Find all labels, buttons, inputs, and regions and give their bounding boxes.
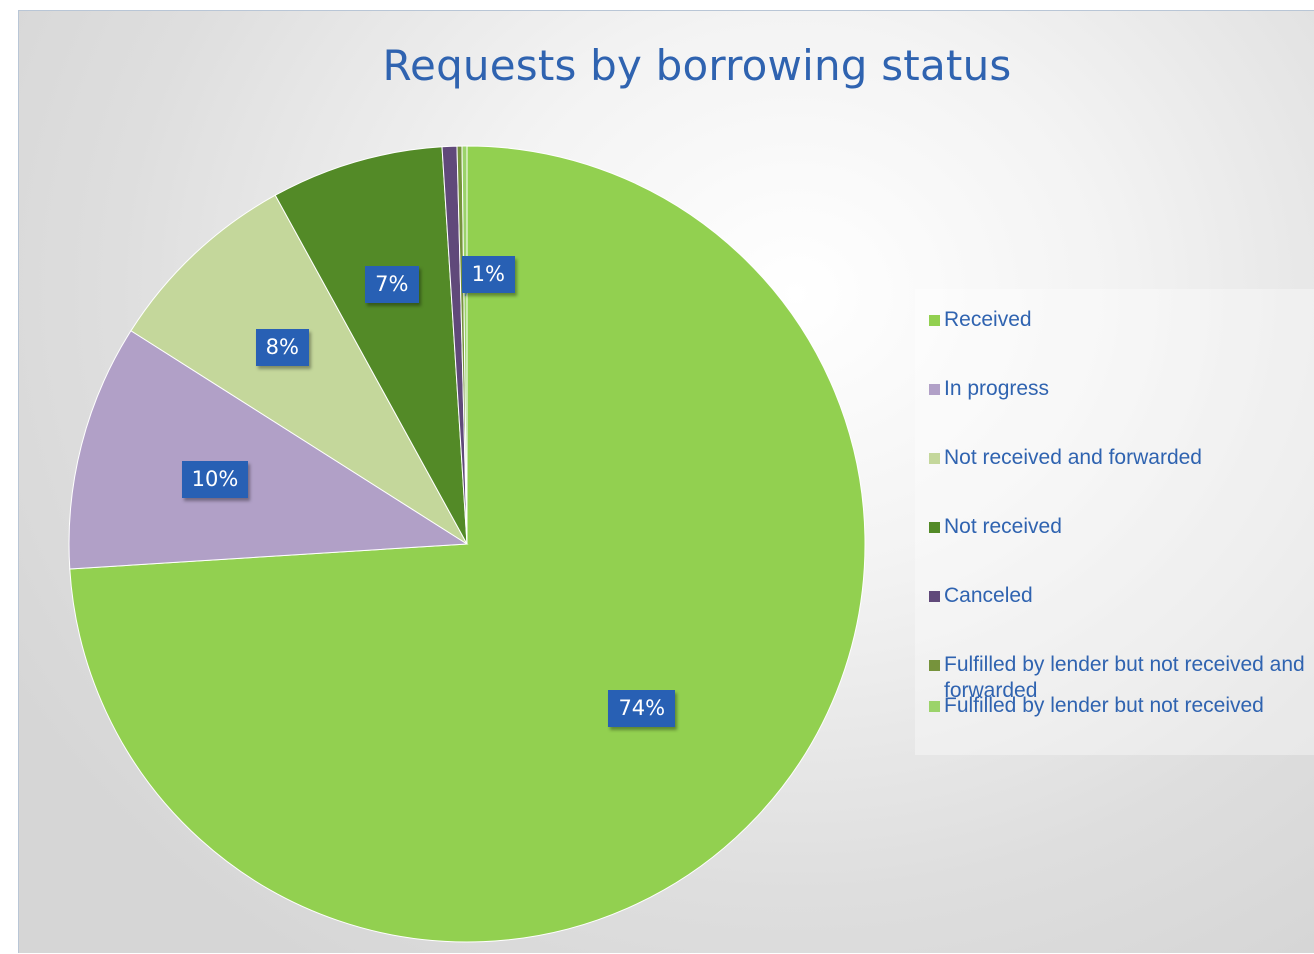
data-label-not-received-and-forwarded: 8% xyxy=(255,328,309,366)
legend-swatch xyxy=(929,522,940,533)
legend-label: Fulfilled by lender but not received and… xyxy=(944,653,1305,702)
legend-swatch xyxy=(929,701,940,712)
legend-item-fulfilled-not-received: Fulfilled by lender but not received xyxy=(929,693,1314,719)
pie-slice-in-progress xyxy=(68,330,469,570)
data-label-in-progress: 10% xyxy=(181,460,249,498)
legend-label: In progress xyxy=(944,377,1050,400)
pie-slice-fulfilled-by-lender-but-not-received xyxy=(461,145,468,545)
legend-swatch xyxy=(929,453,940,464)
chart-title: Requests by borrowing status xyxy=(382,41,1012,90)
legend-item-fulfilled-not-received-forwarded: Fulfilled by lender but not received and… xyxy=(929,652,1314,704)
legend-item-canceled: Canceled xyxy=(929,583,1314,609)
data-label-fulfilled-by-lender-but-not-received: 1% xyxy=(461,256,515,294)
legend-swatch xyxy=(929,315,940,326)
pie-chart xyxy=(68,145,866,943)
data-label-received: 74% xyxy=(608,689,676,727)
legend-label: Not received and forwarded xyxy=(944,446,1202,469)
legend: Received In progress Not received and fo… xyxy=(915,289,1314,755)
legend-item-in-progress: In progress xyxy=(929,376,1314,402)
legend-swatch xyxy=(929,660,940,671)
data-label-not-received: 7% xyxy=(365,266,419,304)
legend-swatch xyxy=(929,591,940,602)
pie-slice-not-received-and-forwarded xyxy=(130,194,468,545)
chart-area: Requests by borrowing status 74% 10% 8% 7% 1… xyxy=(18,10,1314,953)
legend-label: Received xyxy=(944,308,1032,331)
legend-item-not-received: Not received xyxy=(929,514,1314,540)
legend-label: Canceled xyxy=(944,584,1033,607)
legend-item-received: Received xyxy=(929,307,1314,333)
legend-label: Not received xyxy=(944,515,1062,538)
legend-item-not-received-forwarded: Not received and forwarded xyxy=(929,445,1314,471)
pie-slice-not-received xyxy=(274,146,468,545)
legend-label: Fulfilled by lender but not received xyxy=(944,694,1264,717)
legend-swatch xyxy=(929,384,940,395)
